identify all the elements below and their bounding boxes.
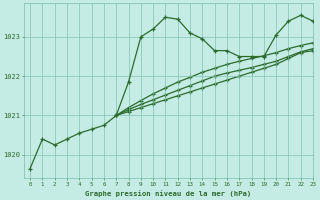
- X-axis label: Graphe pression niveau de la mer (hPa): Graphe pression niveau de la mer (hPa): [85, 190, 252, 197]
